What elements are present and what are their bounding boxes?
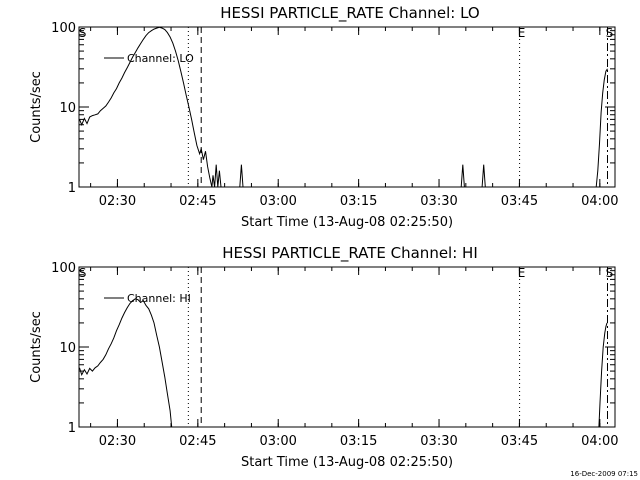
panel-lo-legend-label: Channel: LO	[127, 52, 194, 65]
x-tick-label: 03:30	[420, 194, 457, 209]
panel-lo-y-axis: 1 10 100	[51, 21, 615, 196]
marker-label: E	[518, 26, 526, 40]
panel-hi-ylabel: Counts/sec	[29, 311, 44, 383]
x-tick-label: 02:30	[99, 194, 136, 209]
x-tick-label: 02:30	[99, 434, 136, 449]
x-tick-label: 04:00	[581, 194, 618, 209]
x-tick-label: 03:00	[259, 194, 296, 209]
x-tick-label: 02:45	[179, 434, 216, 449]
panel-hi: HESSI PARTICLE_RATE Channel: HI Counts/s…	[29, 244, 619, 470]
y-tick-label: 1	[68, 181, 76, 196]
y-tick-label: 10	[59, 341, 76, 356]
panel-lo-xlabel: Start Time (13-Aug-08 02:25:50)	[241, 215, 453, 230]
panel-hi-legend-label: Channel: HI	[127, 292, 191, 305]
series-line-lo	[460, 164, 465, 188]
panel-hi-series	[79, 298, 608, 428]
marker-label: S	[606, 266, 614, 280]
series-line-lo	[79, 26, 222, 188]
x-tick-label: 03:30	[420, 434, 457, 449]
y-tick-label: 100	[51, 261, 76, 276]
panel-lo-x-axis: 02:30 02:45 03:00 03:15 03:30 03:45 04:00	[90, 27, 619, 209]
panel-lo-series	[79, 26, 608, 188]
panel-hi-x-axis: 02:30 02:45 03:00 03:15 03:30 03:45 04:00	[90, 267, 619, 449]
panel-hi-xlabel: Start Time (13-Aug-08 02:25:50)	[241, 455, 453, 470]
series-line-lo	[481, 164, 486, 188]
x-tick-label: 02:45	[179, 194, 216, 209]
marker-label: S	[79, 266, 87, 280]
panel-lo-frame	[78, 26, 616, 188]
x-tick-label: 03:00	[259, 434, 296, 449]
x-tick-label: 03:15	[340, 194, 377, 209]
series-line-lo	[595, 68, 608, 188]
panel-lo: HESSI PARTICLE_RATE Channel: LO Counts/s…	[29, 4, 619, 230]
marker-label: E	[518, 266, 526, 280]
panel-hi-y-axis: 1 10 100	[51, 261, 615, 436]
x-tick-label: 03:15	[340, 434, 377, 449]
x-tick-label: 03:45	[501, 434, 538, 449]
panel-hi-title: HESSI PARTICLE_RATE Channel: HI	[222, 244, 478, 263]
panel-lo-title: HESSI PARTICLE_RATE Channel: LO	[220, 4, 479, 23]
series-line-lo	[239, 164, 244, 188]
series-line-hi	[79, 298, 173, 428]
marker-label: S	[79, 26, 87, 40]
y-tick-label: 100	[51, 21, 76, 36]
x-tick-label: 04:00	[581, 434, 618, 449]
y-tick-label: 10	[59, 101, 76, 116]
x-tick-label: 03:45	[501, 194, 538, 209]
panel-lo-ylabel: Counts/sec	[29, 71, 44, 143]
y-tick-label: 1	[68, 421, 76, 436]
footer-timestamp: 16-Dec-2009 07:15	[570, 470, 638, 478]
marker-label: S	[606, 26, 614, 40]
series-line-hi	[598, 322, 608, 428]
